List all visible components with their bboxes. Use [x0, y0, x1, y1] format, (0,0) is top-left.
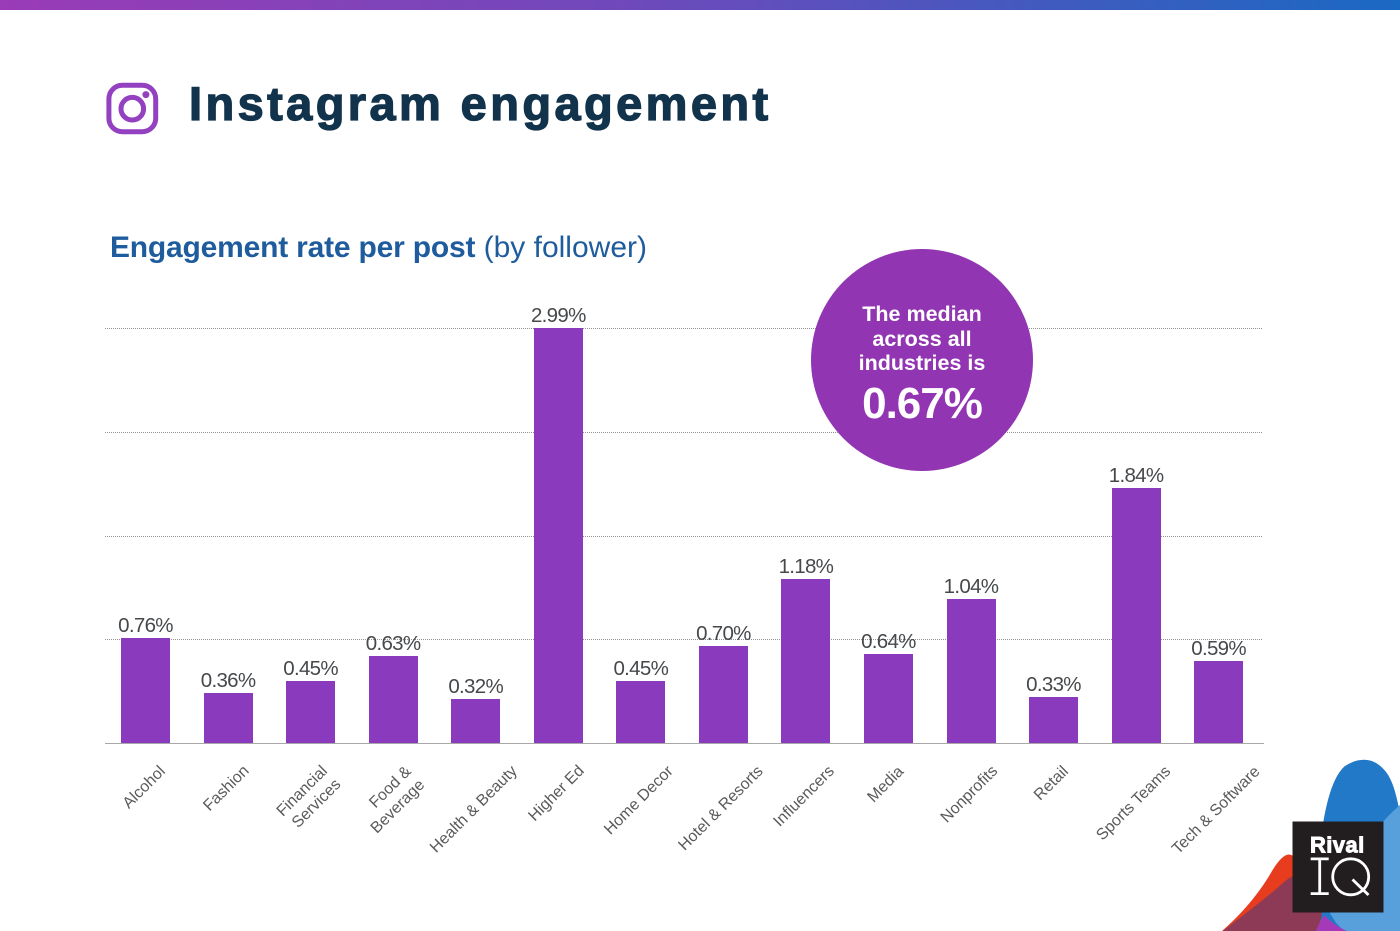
svg-text:Rival: Rival [1310, 833, 1365, 858]
